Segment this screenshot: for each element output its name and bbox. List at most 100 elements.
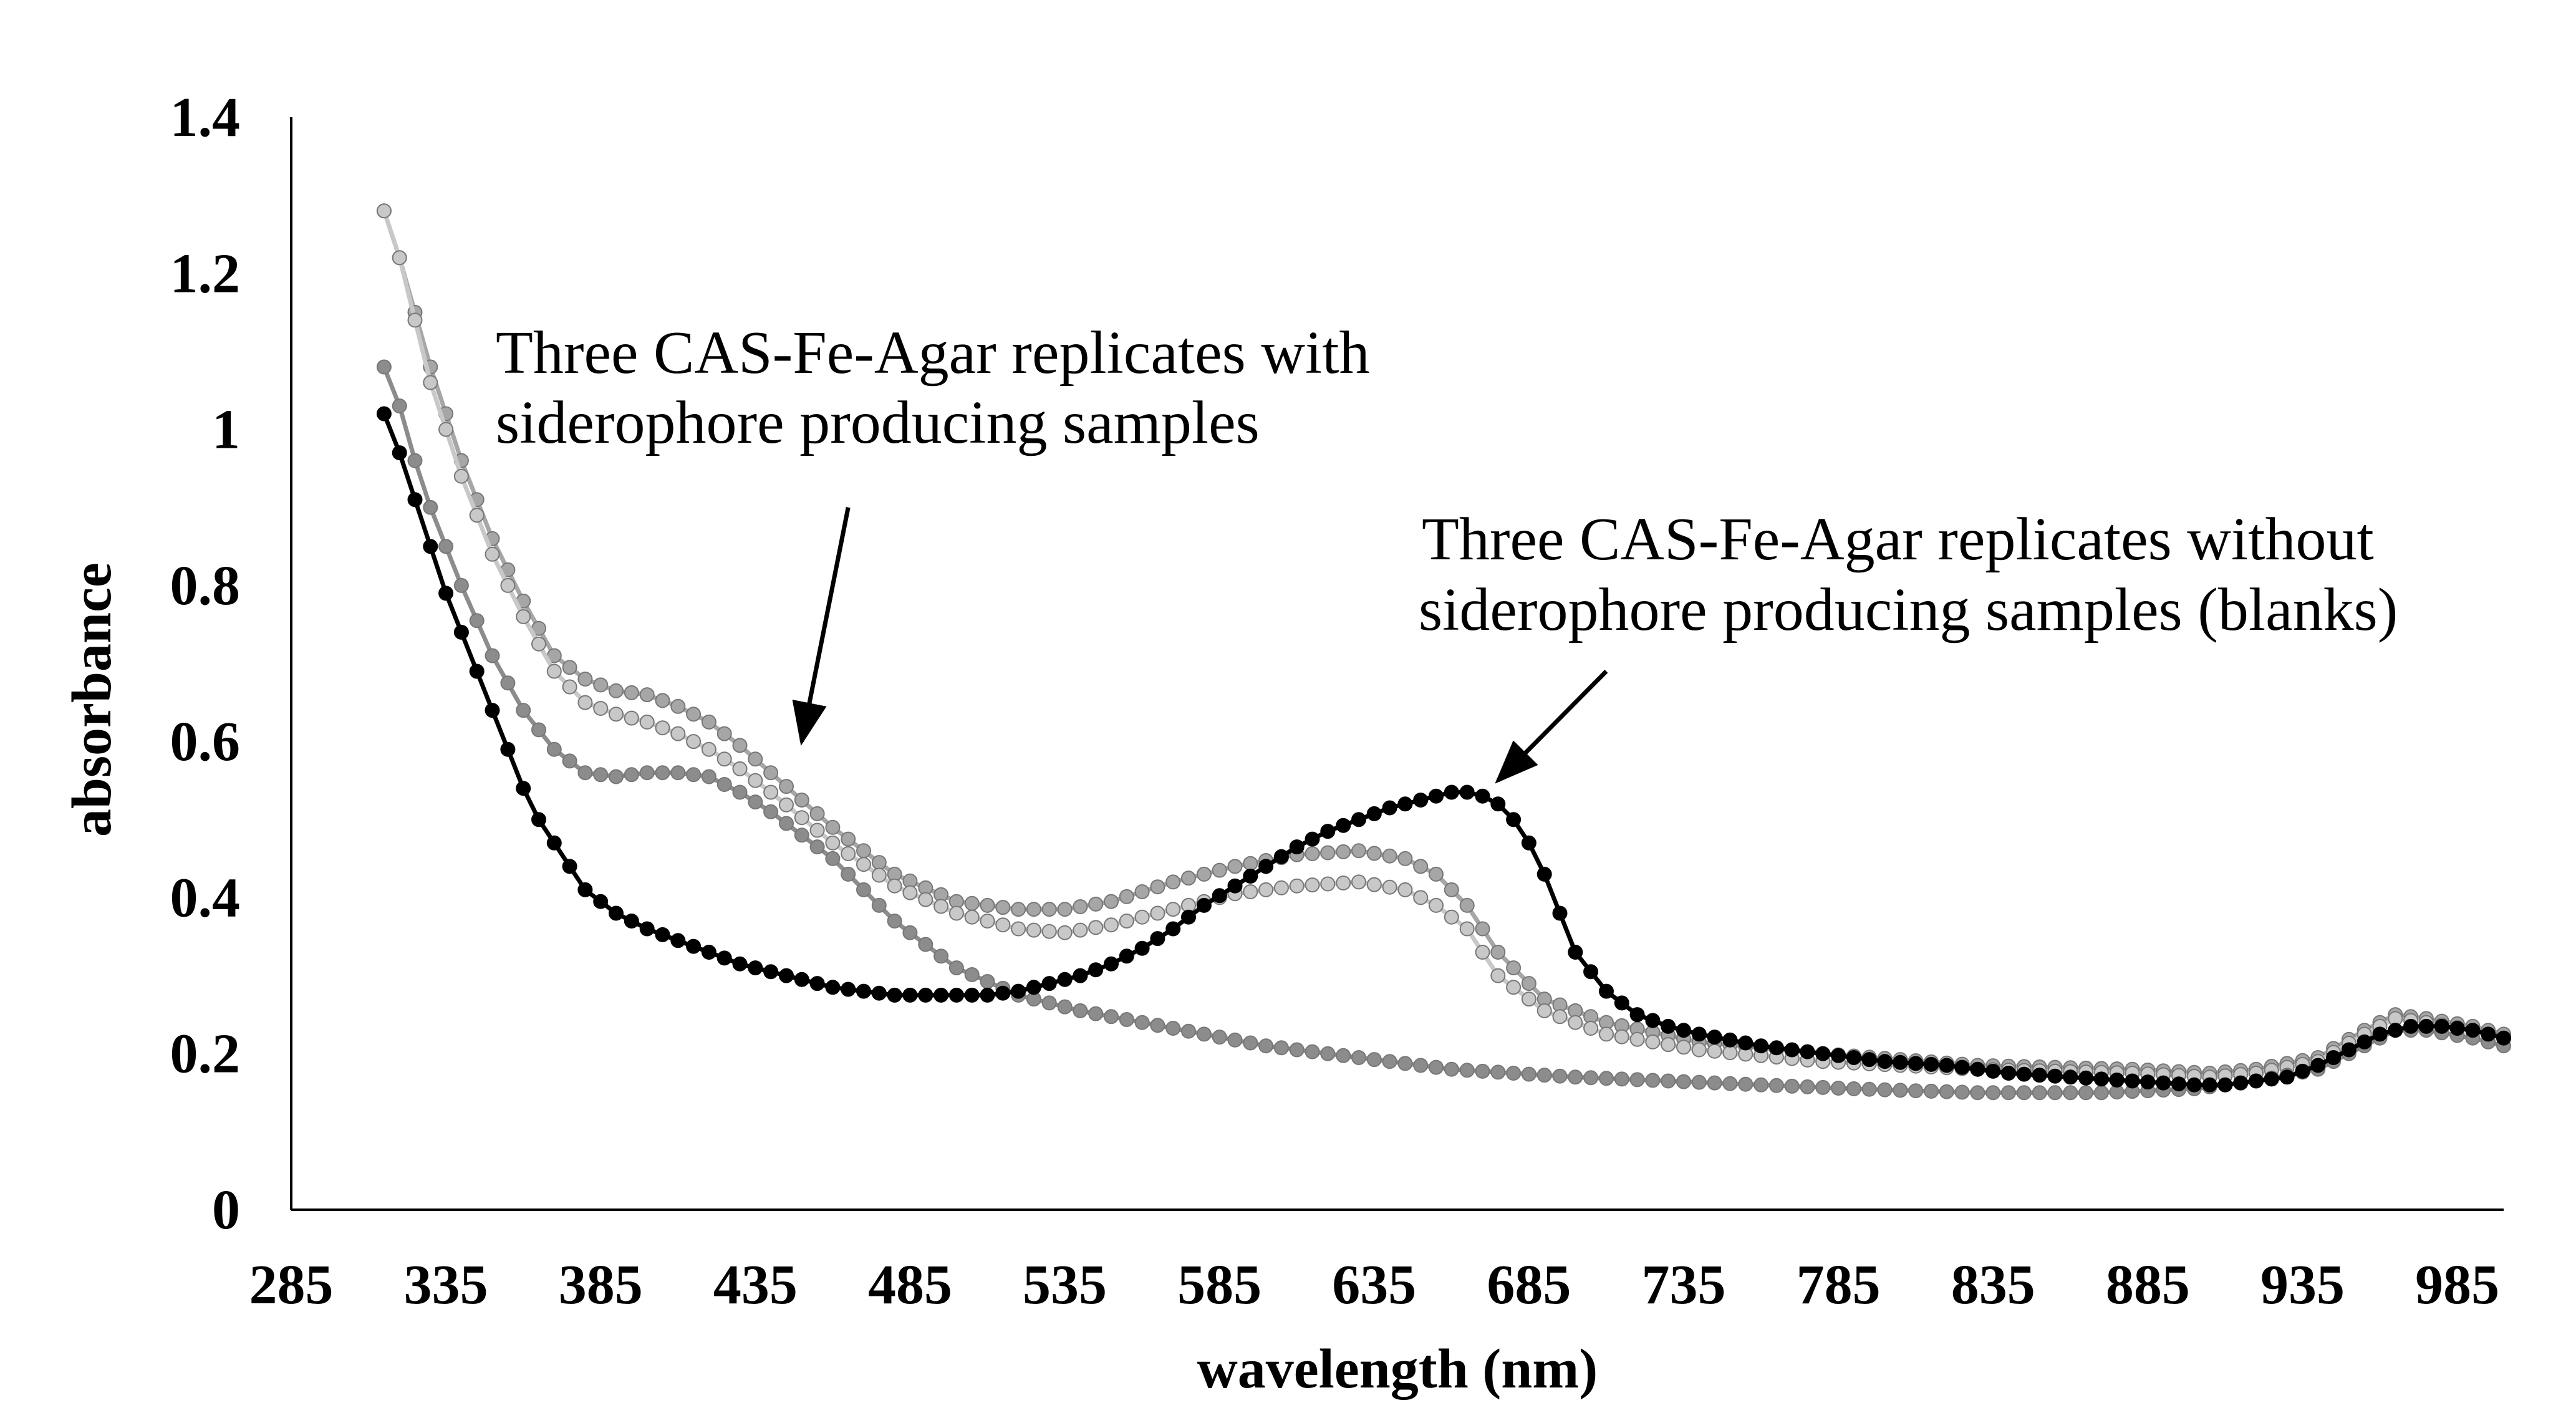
x-tick-label: 935 xyxy=(2260,1254,2345,1316)
data-point xyxy=(794,793,809,808)
data-point xyxy=(1475,1063,1490,1079)
data-point xyxy=(887,878,902,894)
annotation-arrows xyxy=(792,507,1608,784)
data-point xyxy=(763,765,779,781)
data-point xyxy=(546,835,562,851)
data-point xyxy=(1444,909,1459,925)
data-point xyxy=(1073,922,1088,938)
data-point xyxy=(1258,882,1274,897)
data-point xyxy=(716,751,732,767)
data-point xyxy=(1985,1085,2001,1101)
data-point xyxy=(1073,899,1088,914)
data-point xyxy=(1784,1042,1800,1058)
data-point xyxy=(562,753,577,769)
data-point xyxy=(1475,945,1490,960)
x-tick-label: 735 xyxy=(1642,1254,1726,1316)
data-point xyxy=(716,777,732,792)
data-point xyxy=(1429,1059,1444,1075)
data-point xyxy=(2063,1069,2078,1085)
data-point xyxy=(2032,1085,2047,1101)
data-point xyxy=(593,767,609,783)
data-point xyxy=(1088,1006,1104,1021)
data-point xyxy=(1846,1081,1861,1096)
x-tick-labels: 285 335 385 435 485 535 585 635 685 735 785 835 885 9… xyxy=(249,1254,2500,1316)
x-tick-label: 485 xyxy=(868,1254,952,1316)
data-point xyxy=(1104,956,1119,972)
data-point xyxy=(1939,1084,1954,1099)
data-point xyxy=(1165,874,1181,890)
data-point xyxy=(1707,1075,1722,1091)
data-point xyxy=(1645,1013,1661,1028)
data-point xyxy=(1429,788,1444,804)
data-point xyxy=(1691,1074,1707,1090)
data-point xyxy=(2078,1085,2094,1101)
data-point xyxy=(1908,1083,1924,1099)
data-point xyxy=(593,894,609,909)
data-point xyxy=(748,751,763,767)
annotation-arrow xyxy=(792,507,851,746)
data-point xyxy=(1320,845,1336,861)
data-point xyxy=(2310,1058,2326,1073)
data-point xyxy=(516,703,531,718)
data-point xyxy=(1258,1038,1274,1054)
data-point xyxy=(423,499,438,515)
data-point xyxy=(639,687,655,703)
data-point xyxy=(2295,1063,2310,1079)
data-point xyxy=(1366,846,1382,861)
data-point xyxy=(376,359,392,375)
data-point xyxy=(1305,831,1320,847)
data-point xyxy=(1893,1054,1908,1070)
data-point xyxy=(1119,1012,1134,1027)
data-point xyxy=(1676,1023,1691,1038)
data-point xyxy=(841,831,856,847)
data-point xyxy=(1196,866,1212,882)
series-3 xyxy=(376,359,2511,1101)
data-point xyxy=(933,987,949,1003)
data-point xyxy=(1521,991,1536,1007)
data-point xyxy=(469,663,485,679)
data-point xyxy=(1815,1046,1831,1061)
data-point xyxy=(1088,920,1104,935)
data-point xyxy=(1413,890,1429,905)
data-point xyxy=(376,203,392,219)
x-tick-label: 535 xyxy=(1023,1254,1107,1316)
data-point xyxy=(2093,1071,2109,1087)
data-point xyxy=(1722,1032,1738,1048)
data-point xyxy=(1011,921,1026,937)
data-point xyxy=(1212,888,1227,904)
data-point xyxy=(856,843,871,859)
data-point xyxy=(809,976,825,991)
data-point xyxy=(1119,948,1134,964)
data-point xyxy=(1057,902,1073,917)
data-point xyxy=(1645,1073,1661,1088)
data-point xyxy=(562,859,577,874)
y-tick-label: 0.2 xyxy=(170,1023,241,1085)
data-point xyxy=(1366,806,1382,821)
data-point xyxy=(670,933,686,948)
data-point xyxy=(1738,1035,1754,1051)
data-point xyxy=(1150,905,1165,921)
data-point xyxy=(964,967,980,982)
data-point xyxy=(1568,945,1583,960)
data-point xyxy=(1336,818,1351,833)
data-point xyxy=(779,816,794,831)
data-point xyxy=(825,851,841,866)
data-point xyxy=(531,636,546,652)
data-point xyxy=(1506,980,1522,995)
data-point xyxy=(1134,909,1150,925)
x-tick-label: 285 xyxy=(249,1254,334,1316)
data-point xyxy=(701,714,716,730)
data-point xyxy=(995,985,1011,1001)
data-point xyxy=(1366,877,1382,892)
data-point xyxy=(856,983,871,999)
data-point xyxy=(871,897,887,913)
data-point xyxy=(1305,1044,1320,1059)
data-point xyxy=(933,948,949,964)
data-point xyxy=(1893,1083,1908,1098)
data-point xyxy=(1212,862,1227,878)
data-point xyxy=(1444,1061,1459,1077)
data-point xyxy=(469,508,485,523)
series-4 xyxy=(376,406,2511,1093)
data-point xyxy=(1459,921,1475,937)
data-point xyxy=(1413,1058,1429,1073)
